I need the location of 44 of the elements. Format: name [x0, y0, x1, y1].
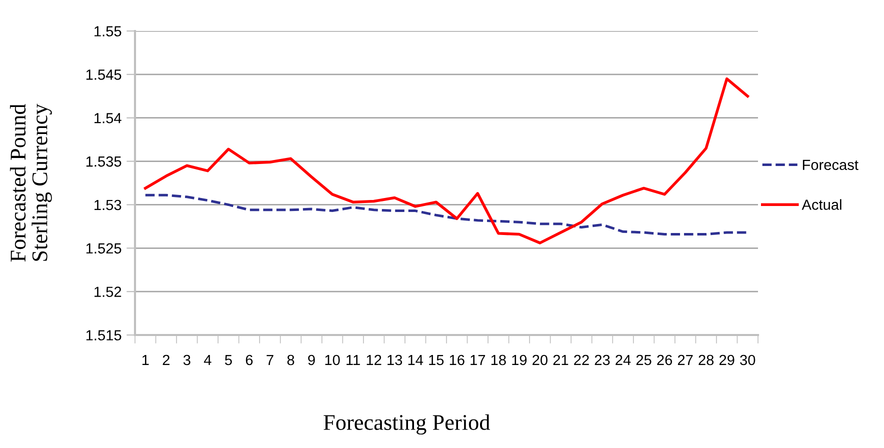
- legend-label: Actual: [802, 199, 842, 210]
- y-tick-label: 1.525: [86, 243, 122, 254]
- line-series: [144, 77, 750, 244]
- x-tick-label: 6: [246, 354, 253, 366]
- x-tick-label: 16: [450, 354, 464, 366]
- y-tick-label: 1.54: [94, 113, 122, 124]
- x-tick-label: 26: [657, 354, 672, 366]
- x-tick-label: 8: [287, 354, 294, 366]
- x-tick-label: 28: [698, 354, 714, 366]
- y-tick-label: 1.53: [94, 200, 122, 210]
- x-tick-label: 18: [491, 354, 506, 366]
- x-tick-label: 11: [346, 354, 360, 366]
- x-tick-label: 3: [183, 354, 190, 366]
- y-tick-label: 1.55: [94, 26, 122, 36]
- x-tick-label: 22: [574, 354, 589, 366]
- x-tick-label: 9: [308, 354, 315, 366]
- x-tick-label: 7: [266, 354, 274, 366]
- x-tick-label: 29: [719, 354, 734, 366]
- x-tick-label: 25: [636, 354, 652, 366]
- x-tick-label: 4: [204, 354, 212, 366]
- y-tick-label: 1.515: [86, 330, 122, 340]
- x-axis-title: Forecasting Period: [324, 414, 490, 435]
- x-tick-label: 2: [162, 354, 170, 366]
- x-tick-label: 20: [532, 354, 548, 366]
- x-tick-label: 17: [470, 354, 486, 366]
- x-tick-label: 5: [224, 354, 232, 366]
- x-tick-label: 14: [408, 354, 424, 366]
- x-tick-label: 1: [142, 354, 149, 366]
- x-tick-label: 23: [594, 354, 610, 366]
- x-tick-label: 10: [325, 354, 340, 366]
- x-tick-label: 19: [512, 354, 527, 366]
- legend-label: Forecast: [802, 160, 858, 170]
- y-tick-label: 1.545: [86, 70, 122, 80]
- x-tick-label: 24: [616, 354, 631, 366]
- x-tick-label: 13: [388, 354, 402, 366]
- x-tick-label: 12: [366, 354, 382, 366]
- line-series: [144, 194, 749, 236]
- x-tick-label: 21: [553, 354, 568, 366]
- y-axis-title: Forecasted Pound Sterling Currency: [10, 104, 52, 262]
- x-tick-label: 15: [429, 354, 444, 366]
- y-tick-label: 1.52: [94, 286, 122, 297]
- x-tick-label: 27: [678, 354, 693, 366]
- x-tick-label: 30: [740, 354, 756, 366]
- y-tick-label: 1.535: [86, 156, 122, 167]
